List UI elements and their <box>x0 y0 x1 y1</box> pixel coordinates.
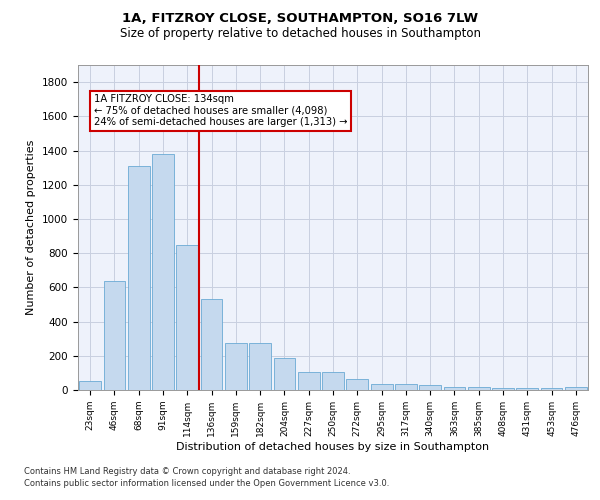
Bar <box>346 380 368 390</box>
Bar <box>517 388 538 390</box>
Text: Contains public sector information licensed under the Open Government Licence v3: Contains public sector information licen… <box>24 479 389 488</box>
Bar <box>249 343 271 390</box>
Bar <box>298 372 320 390</box>
Y-axis label: Number of detached properties: Number of detached properties <box>26 140 37 315</box>
Bar <box>128 166 149 390</box>
Bar <box>225 343 247 390</box>
Bar <box>468 386 490 390</box>
Bar <box>176 244 198 390</box>
Bar <box>200 300 223 390</box>
Bar <box>565 388 587 390</box>
Bar <box>443 386 466 390</box>
Text: Distribution of detached houses by size in Southampton: Distribution of detached houses by size … <box>176 442 490 452</box>
Text: Size of property relative to detached houses in Southampton: Size of property relative to detached ho… <box>119 28 481 40</box>
Bar <box>152 154 174 390</box>
Text: 1A FITZROY CLOSE: 134sqm
← 75% of detached houses are smaller (4,098)
24% of sem: 1A FITZROY CLOSE: 134sqm ← 75% of detach… <box>94 94 347 128</box>
Text: Contains HM Land Registry data © Crown copyright and database right 2024.: Contains HM Land Registry data © Crown c… <box>24 468 350 476</box>
Bar <box>419 385 441 390</box>
Bar <box>274 358 295 390</box>
Bar <box>541 388 562 390</box>
Bar <box>492 388 514 390</box>
Bar <box>104 280 125 390</box>
Bar <box>322 372 344 390</box>
Bar <box>371 384 392 390</box>
Bar <box>79 382 101 390</box>
Text: 1A, FITZROY CLOSE, SOUTHAMPTON, SO16 7LW: 1A, FITZROY CLOSE, SOUTHAMPTON, SO16 7LW <box>122 12 478 26</box>
Bar <box>395 384 417 390</box>
